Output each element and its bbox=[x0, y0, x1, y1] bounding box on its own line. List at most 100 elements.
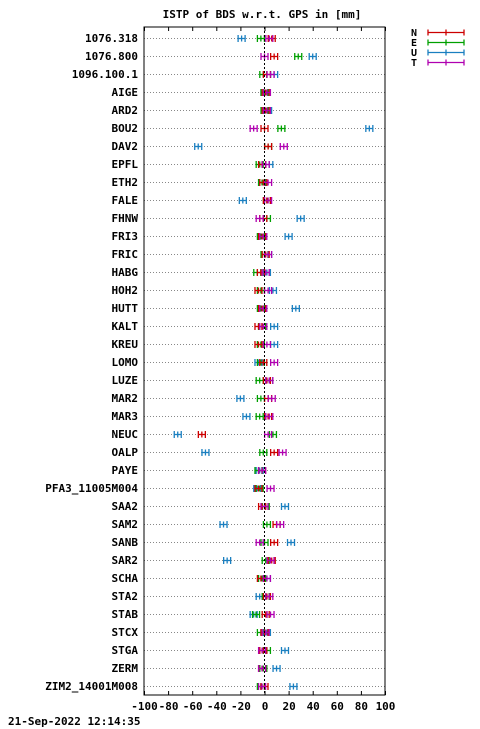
x-tick-label: 80 bbox=[355, 700, 368, 713]
station-label: SCHA bbox=[112, 572, 139, 585]
point-U bbox=[173, 431, 182, 438]
point-E bbox=[251, 611, 261, 618]
station-label: 1096.100.1 bbox=[72, 68, 139, 81]
station-label: SAM2 bbox=[112, 518, 139, 531]
point-T bbox=[269, 359, 279, 366]
legend-label: U bbox=[411, 48, 417, 59]
point-N bbox=[269, 539, 279, 546]
x-tick-label: -80 bbox=[159, 700, 179, 713]
point-N bbox=[254, 485, 263, 492]
point-T bbox=[265, 593, 274, 600]
point-U bbox=[286, 539, 296, 546]
point-U bbox=[236, 395, 245, 402]
x-tick-label: 100 bbox=[376, 700, 396, 713]
point-E bbox=[259, 449, 268, 456]
station-label: ETH2 bbox=[112, 176, 139, 189]
x-axis: -100 -80 -60 -40 -20 0 20 40 60 80 100 bbox=[131, 27, 395, 713]
point-E bbox=[255, 377, 264, 384]
point-T bbox=[263, 197, 273, 204]
station-label: FRIC bbox=[112, 248, 139, 261]
station-label: LOMO bbox=[112, 356, 139, 369]
point-T bbox=[249, 125, 258, 132]
point-T bbox=[255, 215, 264, 222]
point-U bbox=[237, 35, 246, 42]
x-tick-label: -40 bbox=[207, 700, 227, 713]
chart-title: ISTP of BDS w.r.t. GPS in [mm] bbox=[163, 8, 362, 21]
point-T bbox=[262, 341, 272, 348]
point-T bbox=[262, 107, 272, 114]
x-tick-label: 60 bbox=[331, 700, 344, 713]
station-label: KREU bbox=[112, 338, 139, 351]
legend-item: U bbox=[411, 48, 465, 59]
point-T bbox=[261, 161, 270, 168]
point-T bbox=[265, 413, 274, 420]
point-T bbox=[259, 305, 268, 312]
point-T bbox=[255, 539, 264, 546]
station-label: FRI3 bbox=[112, 230, 139, 243]
legend-item: N bbox=[411, 28, 465, 39]
point-T bbox=[257, 467, 267, 474]
point-N bbox=[263, 143, 273, 150]
station-label: STGA bbox=[112, 644, 139, 657]
point-T bbox=[267, 395, 276, 402]
point-T bbox=[266, 71, 275, 78]
station-labels: 1076.318 1076.800 1096.100.1 AIGE ARD2 BOU2 DA… bbox=[45, 32, 138, 693]
point-T bbox=[276, 521, 285, 528]
point-T bbox=[261, 629, 270, 636]
legend-label: E bbox=[411, 38, 417, 49]
point-T bbox=[259, 233, 268, 240]
x-tick-label: -60 bbox=[183, 700, 203, 713]
station-label: ZIM2_14001M008 bbox=[45, 680, 138, 693]
point-U bbox=[280, 503, 290, 510]
point-E bbox=[277, 125, 286, 132]
station-label: 1076.318 bbox=[85, 32, 138, 45]
point-U bbox=[296, 215, 305, 222]
point-T bbox=[261, 269, 270, 276]
station-label: LUZE bbox=[112, 374, 139, 387]
point-N bbox=[254, 287, 263, 294]
station-label: HUTT bbox=[112, 302, 139, 315]
station-label: ARD2 bbox=[112, 104, 139, 117]
station-label: MAR3 bbox=[112, 410, 139, 423]
point-U bbox=[308, 53, 317, 60]
legend-label: T bbox=[411, 58, 417, 69]
point-T bbox=[266, 485, 275, 492]
station-label: SAR2 bbox=[112, 554, 139, 567]
x-tick-label: 40 bbox=[307, 700, 320, 713]
point-E bbox=[256, 35, 266, 42]
station-label: ZERM bbox=[112, 662, 139, 675]
station-label: KALT bbox=[112, 320, 139, 333]
point-U bbox=[242, 413, 251, 420]
station-label: NEUC bbox=[112, 428, 139, 441]
point-E bbox=[256, 395, 266, 402]
station-label: PAYE bbox=[112, 464, 139, 477]
point-N bbox=[259, 359, 268, 366]
point-T bbox=[279, 143, 288, 150]
point-E bbox=[294, 53, 303, 60]
point-U bbox=[365, 125, 374, 132]
point-T bbox=[265, 35, 274, 42]
station-label: MAR2 bbox=[112, 392, 139, 405]
station-label: STAB bbox=[112, 608, 139, 621]
x-tick-label: 0 bbox=[262, 700, 269, 713]
point-T bbox=[266, 611, 275, 618]
point-T bbox=[266, 557, 275, 564]
point-U bbox=[284, 233, 293, 240]
point-T bbox=[278, 449, 287, 456]
station-label: BOU2 bbox=[112, 122, 139, 135]
station-label: STCX bbox=[112, 626, 139, 639]
point-N bbox=[197, 431, 206, 438]
point-U bbox=[280, 647, 290, 654]
data-marks bbox=[173, 35, 374, 690]
station-label: SAA2 bbox=[112, 500, 139, 513]
station-label: AIGE bbox=[112, 86, 139, 99]
point-N bbox=[269, 449, 279, 456]
x-tick-label: 20 bbox=[282, 700, 295, 713]
point-U bbox=[201, 449, 210, 456]
station-label: HOH2 bbox=[112, 284, 139, 297]
point-U bbox=[272, 665, 281, 672]
point-T bbox=[257, 683, 267, 690]
point-T bbox=[259, 323, 268, 330]
point-U bbox=[219, 521, 228, 528]
